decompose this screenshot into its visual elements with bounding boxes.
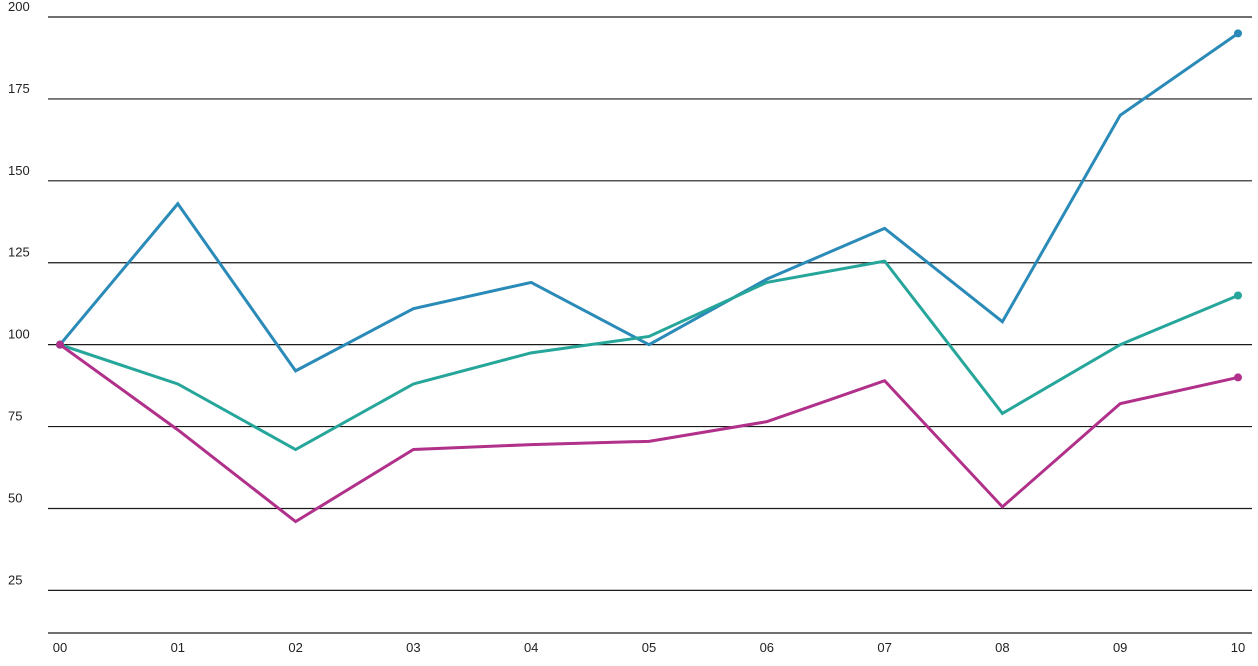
series-1-point xyxy=(1234,29,1242,37)
x-tick-label: 10 xyxy=(1231,640,1245,655)
x-tick-label: 08 xyxy=(995,640,1009,655)
series-3-point xyxy=(56,341,64,349)
series-lines xyxy=(56,29,1242,521)
series-line-3 xyxy=(60,345,1238,522)
y-tick-label: 200 xyxy=(8,0,30,14)
tick-labels: 25 50 75 100 125 150 175 200 00 01 02 03 04 05 06 07 08 0… xyxy=(8,0,1245,655)
x-tick-label: 07 xyxy=(877,640,891,655)
series-2-point xyxy=(1234,292,1242,300)
x-tick-label: 05 xyxy=(642,640,656,655)
y-tick-label: 25 xyxy=(8,572,22,587)
x-tick-label: 04 xyxy=(524,640,538,655)
x-tick-label: 01 xyxy=(171,640,185,655)
y-tick-label: 50 xyxy=(8,490,22,505)
y-tick-label: 150 xyxy=(8,163,30,178)
x-tick-label: 09 xyxy=(1113,640,1127,655)
series-line-1 xyxy=(60,33,1238,370)
y-tick-label: 100 xyxy=(8,327,30,342)
x-tick-label: 06 xyxy=(760,640,774,655)
x-tick-label: 03 xyxy=(406,640,420,655)
y-tick-label: 175 xyxy=(8,81,30,96)
x-tick-label: 02 xyxy=(288,640,302,655)
y-tick-label: 125 xyxy=(8,245,30,260)
x-tick-label: 00 xyxy=(53,640,67,655)
gridlines xyxy=(48,17,1252,590)
y-tick-label: 75 xyxy=(8,409,22,424)
series-3-point xyxy=(1234,373,1242,381)
